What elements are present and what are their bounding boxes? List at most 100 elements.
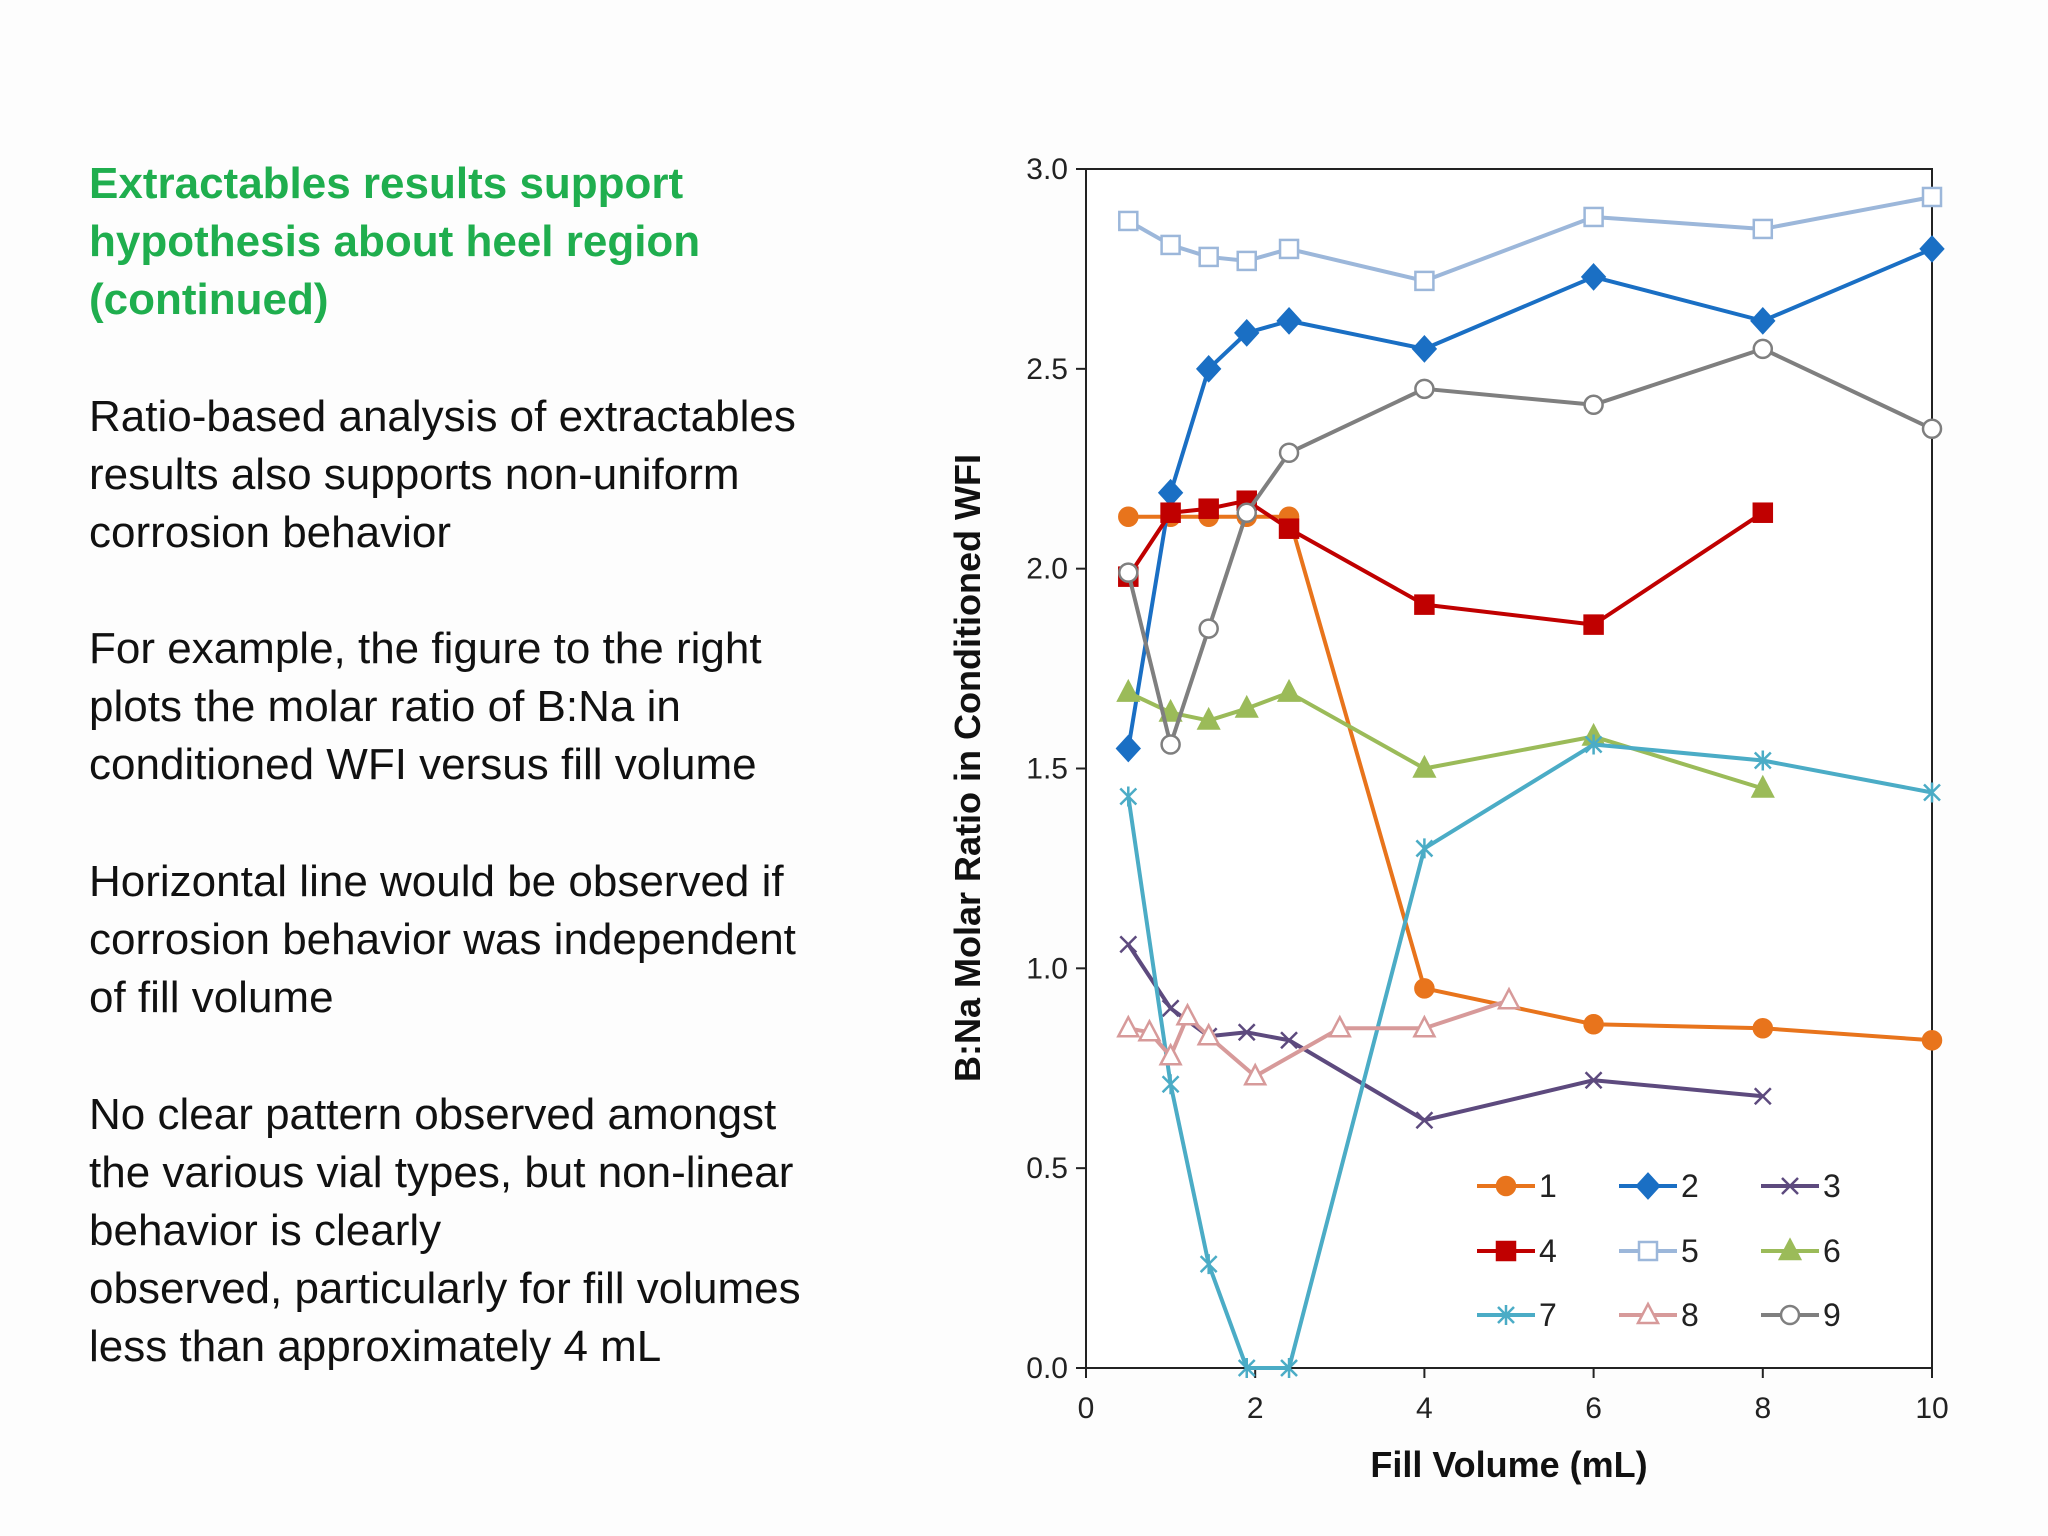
data-point [1278,518,1300,539]
paragraph-line: the various vial types, but non-linear [89,1148,794,1197]
y-tick-label: 1.5 [1026,753,1068,786]
series-layer [1115,186,1945,1378]
legend-label: 9 [1823,1297,1841,1333]
paragraph-line: For example, the figure to the right [89,624,762,673]
data-point [1414,978,1435,999]
data-point [1116,1014,1141,1038]
data-point [1158,698,1183,722]
paragraph-line: plots the molar ratio of B:Na in [89,682,681,731]
legend-label: 8 [1681,1297,1699,1333]
y-tick-label: 0.5 [1026,1152,1068,1185]
legend-label: 7 [1539,1297,1557,1333]
x-axis-ticks: 0 2 4 6 8 10 [1078,1368,1949,1425]
data-point [1234,694,1259,718]
data-point [1161,1074,1180,1095]
y-tick-label: 1.0 [1026,952,1068,985]
title-line: (continued) [89,275,329,324]
data-point [1234,319,1260,347]
legend-label: 2 [1681,1168,1699,1204]
series-9 [1118,338,1943,755]
data-point [1496,986,1522,1010]
data-point [1118,506,1139,527]
y-tick-label: 2.5 [1026,353,1068,386]
data-point [1635,1172,1661,1200]
data-point [1411,335,1438,363]
data-point [1280,1358,1298,1378]
data-point [1414,594,1435,615]
data-point [1753,750,1772,771]
x-tick-label: 4 [1416,1392,1433,1425]
series-5 [1118,186,1943,292]
data-point [1919,235,1945,263]
y-axis-title: B:Na Molar Ratio in Conditioned WFI [947,454,988,1082]
data-point [1921,1030,1943,1051]
data-point [1276,307,1302,335]
data-point [1497,1305,1515,1325]
y-axis-ticks: 0.0 0.5 1.0 1.5 2.0 2.5 3.0 [1026,153,1086,1385]
data-point [1158,1042,1183,1066]
x-tick-label: 10 [1915,1392,1948,1425]
data-point [1137,1018,1162,1042]
data-point [1118,210,1139,232]
data-point [1118,562,1139,583]
paragraph-line: corrosion behavior [89,508,451,557]
data-point [1196,1022,1221,1046]
paragraph-line: Ratio-based analysis of extractables [89,392,796,441]
paragraph-line: No clear pattern observed amongst [89,1090,777,1139]
data-point [1195,354,1222,383]
data-point [1278,238,1300,260]
data-point [1175,1002,1200,1026]
data-point [1278,442,1300,464]
data-point [1752,1018,1774,1039]
legend: 1 2 3 4 5 6 7 8 9 [1477,1168,1841,1333]
paragraph-no-clear-pattern: No clear pattern observed amongst the va… [89,1086,969,1376]
paragraph-ratio-analysis: Ratio-based analysis of extractables res… [89,388,969,562]
title-line: hypothesis about heel region [89,217,701,266]
plot-area [1085,168,1933,1369]
x-tick-label: 6 [1585,1392,1602,1425]
data-point [1415,1111,1434,1130]
legend-item: 4 [1477,1233,1557,1269]
data-point [1583,614,1604,635]
paragraph-line: corrosion behavior was independent [89,915,796,964]
y-tick-label: 0.0 [1026,1352,1068,1385]
data-point [1495,1175,1517,1197]
paragraph-line: less than approximately 4 mL [89,1322,662,1371]
data-point [1116,678,1141,702]
data-point [1119,786,1138,807]
paragraph-line: of fill volume [89,973,334,1022]
data-point [1327,1014,1352,1038]
data-point [1119,935,1138,954]
paragraph-figure-description: For example, the figure to the right plo… [89,620,969,794]
data-point [1412,754,1437,778]
slide-title: Extractables results support hypothesis … [89,155,969,329]
paragraph-line: observed, particularly for fill volumes [89,1264,801,1313]
data-point [1921,418,1943,440]
legend-label: 5 [1681,1233,1699,1269]
legend-item: 3 [1761,1168,1841,1204]
legend-label: 1 [1539,1168,1557,1204]
data-point [1199,1254,1218,1275]
data-point [1635,1301,1661,1325]
data-point [1276,678,1302,702]
data-point [1115,734,1141,763]
data-point [1923,782,1941,803]
data-point [1243,1062,1268,1086]
data-point [1198,246,1219,268]
data-point [1750,774,1775,798]
x-tick-label: 2 [1247,1392,1264,1425]
data-point [1779,1304,1801,1326]
data-point [1160,234,1181,256]
data-point [1777,1237,1803,1261]
data-point [1160,502,1181,523]
data-point [1237,1023,1256,1042]
legend-item: 6 [1761,1233,1841,1269]
data-point [1280,1031,1298,1050]
data-point [1495,1240,1517,1262]
data-point [1161,999,1180,1018]
data-point [1236,250,1257,272]
legend-item: 8 [1619,1297,1699,1333]
data-point [1583,206,1604,228]
legend-label: 3 [1823,1168,1841,1204]
